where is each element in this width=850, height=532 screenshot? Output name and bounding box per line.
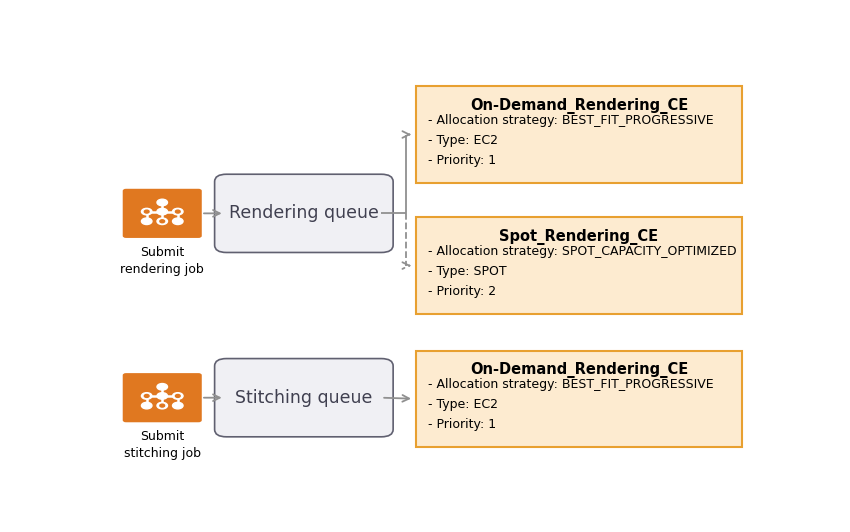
Text: Submit
stitching job: Submit stitching job (124, 430, 201, 461)
Text: Spot_Rendering_CE: Spot_Rendering_CE (499, 229, 659, 245)
Text: On-Demand_Rendering_CE: On-Demand_Rendering_CE (470, 362, 688, 378)
Circle shape (141, 209, 152, 215)
Circle shape (160, 220, 165, 223)
FancyBboxPatch shape (416, 351, 742, 447)
FancyBboxPatch shape (214, 174, 394, 253)
Circle shape (173, 218, 183, 225)
Text: - Allocation strategy: BEST_FIT_PROGRESSIVE: - Allocation strategy: BEST_FIT_PROGRESS… (428, 378, 713, 392)
Circle shape (173, 393, 183, 399)
Circle shape (160, 404, 165, 407)
Circle shape (175, 394, 180, 397)
FancyBboxPatch shape (122, 189, 201, 238)
Text: Stitching queue: Stitching queue (235, 389, 372, 406)
Circle shape (141, 402, 152, 409)
Circle shape (157, 402, 167, 409)
Circle shape (157, 393, 167, 399)
FancyBboxPatch shape (416, 218, 742, 314)
Text: Rendering queue: Rendering queue (229, 204, 379, 222)
Text: - Allocation strategy: BEST_FIT_PROGRESSIVE: - Allocation strategy: BEST_FIT_PROGRESS… (428, 114, 713, 127)
Circle shape (144, 394, 149, 397)
Circle shape (157, 209, 167, 215)
Circle shape (175, 210, 180, 213)
Text: - Type: EC2: - Type: EC2 (428, 398, 498, 411)
Circle shape (157, 199, 167, 206)
FancyBboxPatch shape (416, 86, 742, 182)
FancyBboxPatch shape (122, 373, 201, 422)
Text: - Priority: 1: - Priority: 1 (428, 418, 496, 431)
Text: Submit
rendering job: Submit rendering job (121, 246, 204, 276)
Circle shape (157, 384, 167, 390)
Circle shape (157, 218, 167, 225)
Text: - Priority: 1: - Priority: 1 (428, 154, 496, 167)
Circle shape (141, 218, 152, 225)
Circle shape (141, 393, 152, 399)
Text: - Priority: 2: - Priority: 2 (428, 285, 496, 297)
Text: - Type: SPOT: - Type: SPOT (428, 265, 507, 278)
Text: On-Demand_Rendering_CE: On-Demand_Rendering_CE (470, 98, 688, 114)
Text: - Type: EC2: - Type: EC2 (428, 134, 498, 147)
Circle shape (144, 210, 149, 213)
Circle shape (173, 402, 183, 409)
FancyBboxPatch shape (214, 359, 394, 437)
Circle shape (173, 209, 183, 215)
Text: - Allocation strategy: SPOT_CAPACITY_OPTIMIZED: - Allocation strategy: SPOT_CAPACITY_OPT… (428, 245, 736, 259)
